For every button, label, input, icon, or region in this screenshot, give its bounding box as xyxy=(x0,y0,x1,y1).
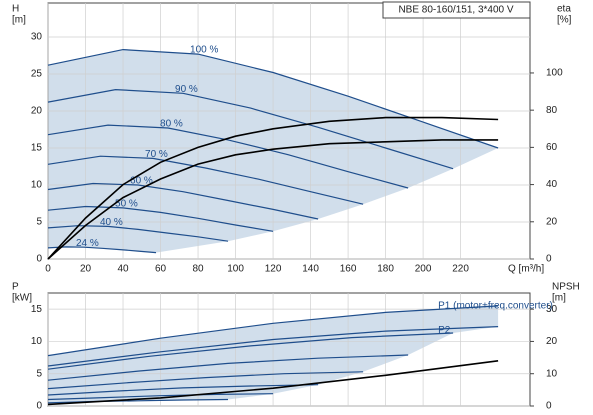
y2-axis-label: eta xyxy=(557,4,571,15)
x-tick-label: 0 xyxy=(45,264,51,275)
y2-tick-label: 0 xyxy=(546,254,552,265)
curve xyxy=(47,360,499,406)
curve xyxy=(47,116,499,260)
y2-tick-label: 10 xyxy=(546,368,558,379)
title-box xyxy=(382,1,531,19)
y-tick-label: 30 xyxy=(31,32,43,43)
curve xyxy=(47,305,499,357)
y2-tick-label: 60 xyxy=(546,142,558,153)
y2-tick-label: 20 xyxy=(546,336,558,347)
y-tick-label: 0 xyxy=(36,401,42,412)
y2-tick-label: 40 xyxy=(546,179,558,190)
curve xyxy=(47,205,274,232)
series-label: 90 % xyxy=(175,84,198,95)
x-tick-label: 140 xyxy=(302,264,319,275)
y2-axis-label: NPSH xyxy=(552,282,580,293)
y2-tick-label: 20 xyxy=(546,216,558,227)
y-tick-label: 10 xyxy=(31,180,43,191)
x-tick-label: 120 xyxy=(265,264,282,275)
curve xyxy=(47,182,319,220)
x-tick-label: 100 xyxy=(227,264,244,275)
curve xyxy=(47,88,454,170)
y-tick-label: 25 xyxy=(31,69,43,80)
y-tick-label: 5 xyxy=(36,368,42,379)
curve xyxy=(47,384,319,396)
y2-tick-label: 100 xyxy=(546,68,563,79)
curve xyxy=(47,393,274,401)
curve xyxy=(47,332,454,370)
curve xyxy=(47,246,157,254)
y-tick-label: 10 xyxy=(31,336,43,347)
x-tick-label: 60 xyxy=(155,264,167,275)
x-tick-label: 80 xyxy=(192,264,204,275)
y-tick-label: 15 xyxy=(31,143,43,154)
series-label: P1 (motor+freq.converter) xyxy=(438,301,553,312)
series-label: 40 % xyxy=(100,217,123,228)
series-label: 100 % xyxy=(190,45,218,56)
x-tick-label: 160 xyxy=(340,264,357,275)
y-axis-label: P xyxy=(12,282,19,293)
series-label: 80 % xyxy=(160,119,183,130)
x-tick-label: 180 xyxy=(377,264,394,275)
y-tick-label: 5 xyxy=(36,217,42,228)
curve xyxy=(47,124,409,189)
series-label: 50 % xyxy=(115,199,138,210)
series-label: 24 % xyxy=(76,238,99,249)
x-tick-label: 220 xyxy=(452,264,469,275)
curve xyxy=(47,326,499,367)
x-tick-label: 200 xyxy=(415,264,432,275)
y-tick-label: 15 xyxy=(31,304,43,315)
y-tick-label: 0 xyxy=(36,254,42,265)
chart-title: NBE 80-160/151, 3*400 V xyxy=(398,5,513,16)
y-tick-label: 20 xyxy=(31,106,43,117)
y2-tick-label: 30 xyxy=(546,304,558,315)
curve xyxy=(47,371,364,390)
x-tick-label: 20 xyxy=(80,264,92,275)
y2-axis-label: [m] xyxy=(552,293,566,304)
y2-tick-label: 0 xyxy=(546,401,552,412)
curve xyxy=(47,155,364,205)
x-tick-label: 40 xyxy=(117,264,129,275)
curve xyxy=(47,139,499,260)
curve xyxy=(47,354,409,381)
series-label: 60 % xyxy=(130,176,153,187)
curve xyxy=(47,48,499,149)
y2-tick-label: 80 xyxy=(546,105,558,116)
y-axis-label: H xyxy=(12,4,19,15)
y-axis-label: [m] xyxy=(12,15,26,26)
y2-axis-label: [%] xyxy=(557,15,572,26)
series-label: P2 xyxy=(438,325,451,336)
y-axis-label: [kW] xyxy=(12,293,32,304)
series-label: 70 % xyxy=(145,149,168,160)
x-axis-label: Q [m³/h] xyxy=(508,264,544,275)
